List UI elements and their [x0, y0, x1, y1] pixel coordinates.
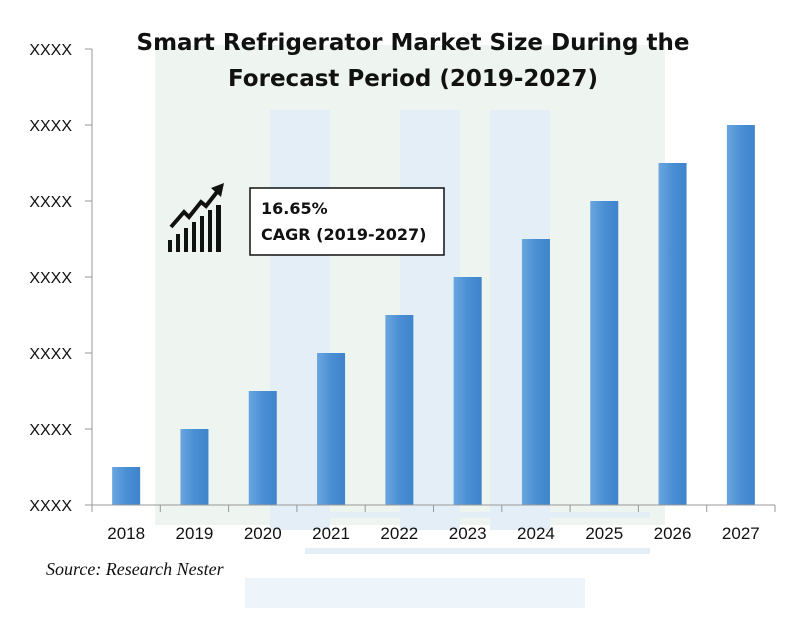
growth-chart-arrow-icon: [168, 183, 224, 252]
x-tick-label: 2027: [722, 524, 760, 543]
y-tick-label: XXXX: [29, 270, 72, 287]
y-tick-label: XXXX: [29, 498, 72, 515]
bar-2023: [453, 277, 482, 505]
x-tick-label: 2020: [244, 524, 282, 543]
x-tick-label: 2024: [517, 524, 555, 543]
x-tick-label: 2019: [176, 524, 214, 543]
y-tick-label: XXXX: [29, 194, 72, 211]
x-tick-label: 2018: [107, 524, 145, 543]
bar-2027: [726, 125, 755, 505]
bar-2021: [317, 353, 346, 505]
x-tick-label: 2021: [312, 524, 350, 543]
bar-2022: [385, 315, 414, 505]
bar-2026: [658, 163, 687, 505]
x-tick-label: 2023: [449, 524, 487, 543]
y-tick-label: XXXX: [29, 118, 72, 135]
bar-2025: [590, 201, 619, 505]
x-tick-label: 2025: [585, 524, 623, 543]
chart-title-line-1: Smart Refrigerator Market Size During th…: [137, 30, 690, 56]
bar-2018: [112, 467, 141, 505]
x-tick-label: 2026: [654, 524, 692, 543]
cagr-value: 16.65%: [261, 199, 328, 218]
bar-2024: [521, 239, 550, 505]
bar-2020: [248, 391, 277, 505]
y-tick-label: XXXX: [29, 42, 72, 59]
x-tick-label: 2022: [380, 524, 418, 543]
cagr-annotation: 16.65% CAGR (2019-2027): [249, 187, 445, 256]
bar-2019: [180, 429, 209, 505]
watermark-logo: [155, 45, 665, 608]
source-note: Source: Research Nester: [46, 559, 225, 579]
chart-title-line-2: Forecast Period (2019-2027): [228, 66, 598, 92]
y-tick-label: XXXX: [29, 422, 72, 439]
cagr-label: CAGR (2019-2027): [261, 225, 426, 244]
y-tick-label: XXXX: [29, 346, 72, 363]
